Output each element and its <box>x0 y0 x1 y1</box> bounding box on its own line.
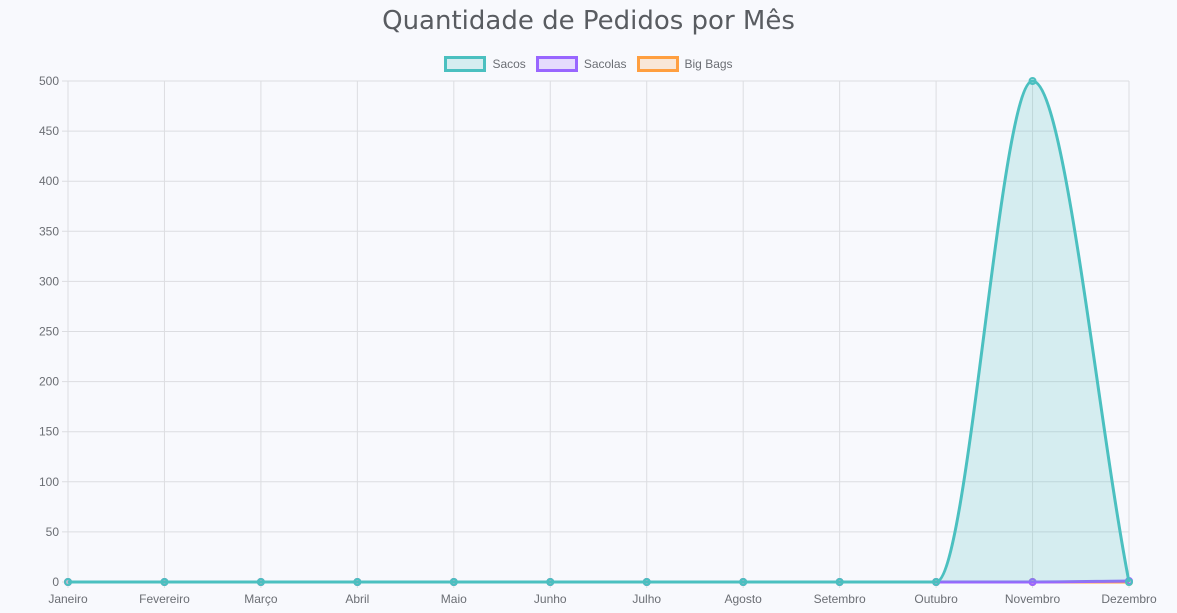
y-tick-label: 500 <box>39 74 59 88</box>
y-tick-label: 350 <box>39 224 59 238</box>
x-tick-label: Abril <box>345 592 369 606</box>
y-tick-label: 300 <box>39 274 59 288</box>
legend-item-sacolas[interactable]: Sacolas <box>535 56 627 72</box>
y-tick-label: 100 <box>39 475 59 489</box>
legend-item-big-bags[interactable]: Big Bags <box>636 56 733 72</box>
data-point-sacos <box>546 578 555 586</box>
y-tick-label: 250 <box>39 325 59 339</box>
data-point-sacos <box>739 578 748 586</box>
legend-swatch-big-bags <box>636 56 679 72</box>
legend-label-big-bags: Big Bags <box>684 57 733 71</box>
series-sacos <box>64 77 1133 586</box>
y-tick-label: 200 <box>39 375 59 389</box>
data-point-sacos <box>353 578 362 586</box>
legend-swatch-sacos <box>444 56 487 72</box>
x-tick-label: Março <box>244 592 278 606</box>
x-tick-label: Maio <box>441 592 467 606</box>
legend-label-sacos: Sacos <box>492 57 526 71</box>
data-point-sacos <box>1028 77 1037 85</box>
data-point-sacos <box>160 578 169 586</box>
data-point-sacos <box>835 578 844 586</box>
legend-label-sacolas: Sacolas <box>583 57 627 71</box>
x-tick-label: Fevereiro <box>139 592 190 606</box>
series-area-sacos <box>68 81 1129 582</box>
data-point-sacos <box>256 578 265 586</box>
x-tick-label: Setembro <box>814 592 866 606</box>
data-point-sacos <box>64 578 72 586</box>
chart-title: Quantidade de Pedidos por Mês <box>382 6 795 36</box>
data-point-sacos <box>449 578 458 586</box>
x-tick-label: Agosto <box>725 592 763 606</box>
chart-legend: Sacos Sacolas Big Bags <box>0 56 1177 72</box>
y-tick-label: 150 <box>39 425 59 439</box>
data-point-sacos <box>932 578 941 586</box>
data-point-sacos <box>642 578 651 586</box>
y-tick-label: 450 <box>39 124 59 138</box>
x-tick-label: Julho <box>632 592 661 606</box>
x-tick-label: Janeiro <box>48 592 88 606</box>
data-point-sacolas <box>1028 578 1037 586</box>
x-tick-label: Outubro <box>914 592 958 606</box>
x-tick-label: Dezembro <box>1101 592 1157 606</box>
data-point-sacos <box>1125 578 1133 586</box>
legend-swatch-sacolas <box>535 56 578 72</box>
series-line-sacos <box>67 79 1131 584</box>
x-tick-label: Novembro <box>1005 592 1061 606</box>
x-tick-label: Junho <box>534 592 567 606</box>
legend-item-sacos[interactable]: Sacos <box>444 56 526 72</box>
y-tick-label: 0 <box>52 575 59 589</box>
y-tick-label: 50 <box>46 525 60 539</box>
y-tick-label: 400 <box>39 174 59 188</box>
